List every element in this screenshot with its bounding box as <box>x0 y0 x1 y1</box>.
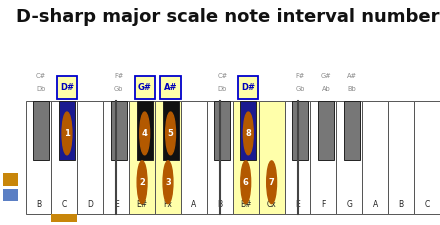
Text: C: C <box>425 200 430 209</box>
Bar <box>292 101 308 160</box>
Text: Gb: Gb <box>114 86 124 92</box>
Bar <box>155 101 181 214</box>
Bar <box>337 101 362 214</box>
Bar <box>388 101 414 214</box>
Text: C#: C# <box>217 73 227 79</box>
Text: A#: A# <box>347 73 357 79</box>
Bar <box>33 101 49 160</box>
Bar <box>129 101 155 214</box>
Circle shape <box>267 161 276 204</box>
Text: B: B <box>217 200 222 209</box>
Text: 4: 4 <box>142 129 148 138</box>
Text: 7: 7 <box>269 178 275 187</box>
Text: B#: B# <box>240 200 252 209</box>
Text: Fx: Fx <box>164 200 172 209</box>
Text: 1: 1 <box>64 129 70 138</box>
Bar <box>233 101 259 214</box>
Bar <box>161 76 181 99</box>
Circle shape <box>140 112 150 155</box>
Bar <box>181 101 207 214</box>
Bar <box>207 101 233 214</box>
Text: D#: D# <box>60 83 74 92</box>
Text: G#: G# <box>138 83 152 92</box>
Bar <box>362 101 388 214</box>
Bar <box>214 101 231 160</box>
Text: D: D <box>88 200 93 209</box>
Text: basicmusictheory.com: basicmusictheory.com <box>8 73 13 139</box>
Text: G#: G# <box>321 73 331 79</box>
Bar <box>3 189 18 201</box>
Bar <box>3 173 18 186</box>
Text: D-sharp major scale note interval numbers: D-sharp major scale note interval number… <box>16 8 440 26</box>
Bar <box>111 101 127 160</box>
Bar <box>414 101 440 214</box>
Text: F#: F# <box>114 73 123 79</box>
Text: 2: 2 <box>139 178 145 187</box>
Bar <box>26 101 51 214</box>
Bar <box>162 101 179 160</box>
Text: Bb: Bb <box>348 86 356 92</box>
Text: 5: 5 <box>168 129 173 138</box>
Bar <box>238 76 258 99</box>
Text: C: C <box>62 200 67 209</box>
Text: 8: 8 <box>246 129 251 138</box>
Circle shape <box>241 161 251 204</box>
Text: G: G <box>346 200 352 209</box>
Bar <box>240 101 257 160</box>
Bar <box>77 101 103 214</box>
Bar <box>51 101 77 214</box>
Bar <box>57 76 77 99</box>
Bar <box>137 101 153 160</box>
Text: B: B <box>36 200 41 209</box>
Circle shape <box>243 112 253 155</box>
Text: 6: 6 <box>243 178 249 187</box>
Text: E: E <box>295 200 300 209</box>
Bar <box>344 101 360 160</box>
Text: D#: D# <box>241 83 255 92</box>
Circle shape <box>62 112 72 155</box>
Text: Ab: Ab <box>322 86 330 92</box>
Text: E: E <box>114 200 118 209</box>
Bar <box>59 101 75 160</box>
Text: F#: F# <box>296 73 305 79</box>
Bar <box>259 101 285 214</box>
Text: Db: Db <box>37 86 46 92</box>
Bar <box>318 101 334 160</box>
Bar <box>135 76 155 99</box>
Text: F: F <box>321 200 326 209</box>
Bar <box>103 101 129 214</box>
Circle shape <box>166 112 176 155</box>
Text: B: B <box>399 200 404 209</box>
Circle shape <box>163 161 173 204</box>
Text: C#: C# <box>36 73 46 79</box>
Bar <box>285 101 311 214</box>
Text: A: A <box>191 200 197 209</box>
Text: Db: Db <box>218 86 227 92</box>
Bar <box>311 101 337 214</box>
Bar <box>51 214 77 222</box>
Text: A#: A# <box>164 83 177 92</box>
Text: 3: 3 <box>165 178 171 187</box>
Text: A: A <box>373 200 378 209</box>
Circle shape <box>137 161 147 204</box>
Text: Gb: Gb <box>295 86 305 92</box>
Text: E#: E# <box>136 200 148 209</box>
Text: Cx: Cx <box>267 200 276 209</box>
